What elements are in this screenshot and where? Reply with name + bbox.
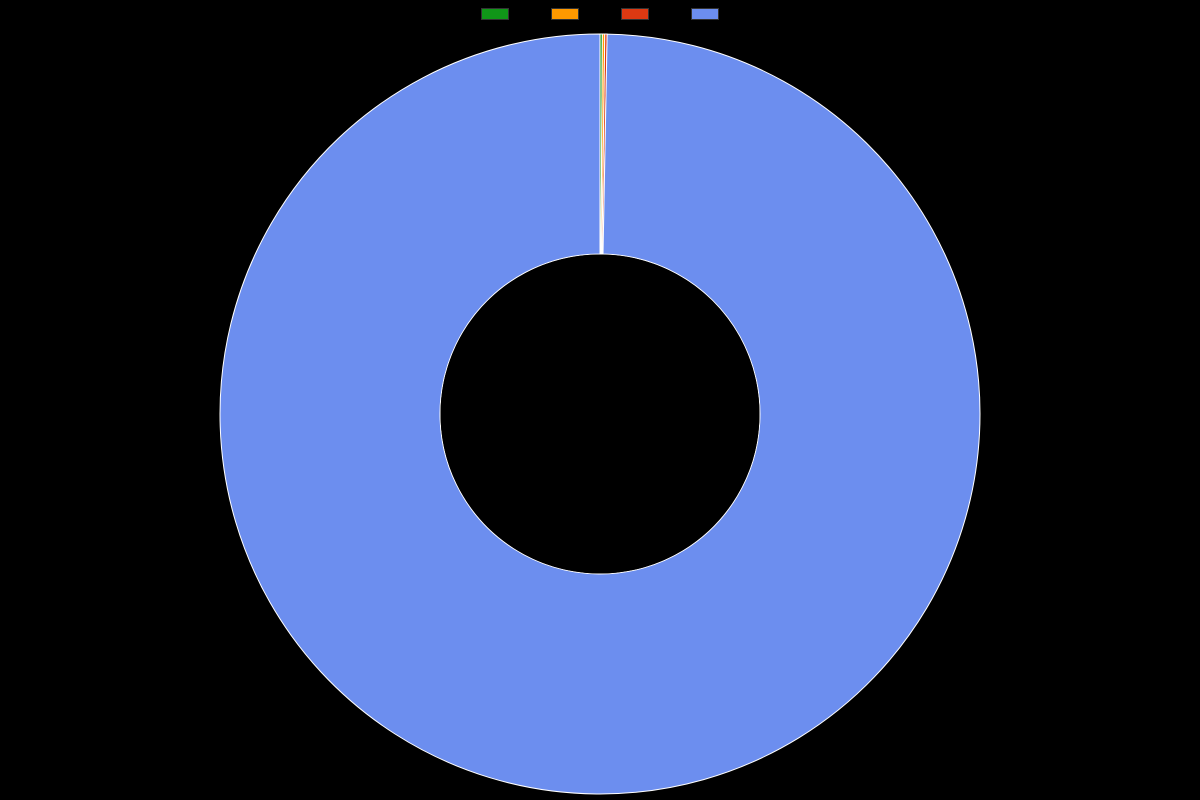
legend-swatch-1 <box>551 8 579 20</box>
legend-item-2[interactable] <box>621 8 649 20</box>
donut-chart-area <box>0 28 1200 800</box>
legend-swatch-0 <box>481 8 509 20</box>
donut-chart <box>218 32 982 796</box>
legend-item-3[interactable] <box>691 8 719 20</box>
legend-item-0[interactable] <box>481 8 509 20</box>
legend-swatch-2 <box>621 8 649 20</box>
legend-swatch-3 <box>691 8 719 20</box>
chart-container <box>0 0 1200 800</box>
legend <box>0 8 1200 20</box>
donut-hole <box>441 255 760 574</box>
legend-item-1[interactable] <box>551 8 579 20</box>
